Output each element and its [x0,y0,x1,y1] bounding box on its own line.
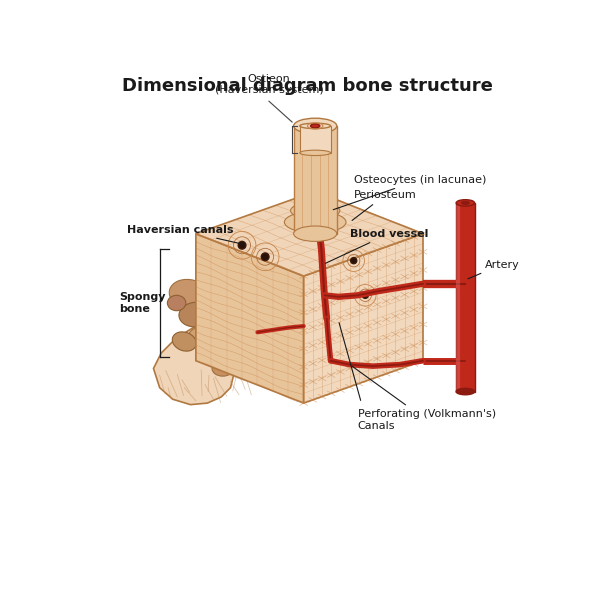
Polygon shape [154,233,304,404]
Text: Dimensional diagram bone structure: Dimensional diagram bone structure [122,77,493,95]
Circle shape [350,257,357,264]
Ellipse shape [290,202,340,219]
Ellipse shape [197,344,225,362]
Text: Blood vessel: Blood vessel [325,229,428,263]
Polygon shape [196,233,304,403]
Ellipse shape [169,280,212,311]
Circle shape [362,292,368,298]
Ellipse shape [167,295,186,311]
Text: Periosteum: Periosteum [352,190,416,220]
Polygon shape [300,126,331,153]
Text: Haversian canals: Haversian canals [127,225,245,245]
Polygon shape [304,233,423,403]
Text: Ostieon
(Haversian system): Ostieon (Haversian system) [215,73,323,95]
Ellipse shape [293,118,337,134]
Ellipse shape [172,332,196,351]
Ellipse shape [456,388,475,395]
Ellipse shape [461,201,470,205]
Ellipse shape [284,211,346,233]
Ellipse shape [212,361,233,376]
Polygon shape [293,126,337,233]
Ellipse shape [179,302,213,327]
Ellipse shape [300,123,331,128]
Ellipse shape [188,327,219,349]
Circle shape [261,253,269,260]
Ellipse shape [293,226,337,241]
Ellipse shape [300,150,331,155]
Bar [456,203,475,392]
Circle shape [238,241,246,249]
Polygon shape [196,191,423,276]
Ellipse shape [456,200,475,206]
Ellipse shape [311,124,320,128]
Text: Spongy
bone: Spongy bone [119,292,166,314]
Text: Osteocytes (in lacunae): Osteocytes (in lacunae) [333,175,486,209]
Text: Artery: Artery [468,259,520,279]
Text: Perforating (Volkmann's)
Canals: Perforating (Volkmann's) Canals [352,366,496,431]
